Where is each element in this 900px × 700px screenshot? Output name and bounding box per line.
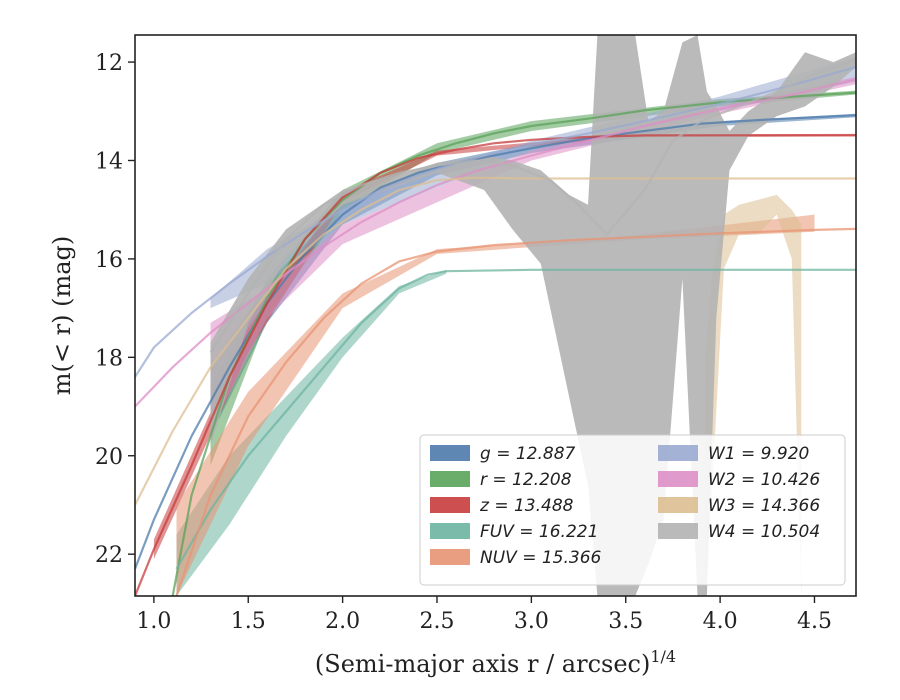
x-tick-label: 2.0 (325, 609, 360, 634)
line-nuv (175, 227, 856, 596)
legend-label: W3 = 14.366 (708, 496, 820, 516)
line-z (135, 134, 856, 596)
band-w3 (705, 194, 802, 596)
line-w4 (209, 58, 856, 353)
x-tick-label: 4.5 (797, 609, 832, 634)
legend-label: W4 = 10.504 (708, 522, 820, 542)
legend-swatch (658, 445, 698, 461)
legend-box (419, 434, 846, 586)
x-tick-label: 4.0 (703, 609, 738, 634)
legend-swatch (658, 471, 698, 487)
series-lines (135, 58, 856, 596)
legend-swatch (430, 549, 470, 565)
band-nuv (176, 214, 815, 596)
legend-label: W2 = 10.426 (708, 470, 820, 490)
x-axis-label: (Semi-major axis r / arcsec)1/4 (315, 647, 676, 678)
legend-swatch (430, 471, 470, 487)
x-tick-label: 3.5 (608, 609, 643, 634)
y-tick-label: 14 (95, 149, 123, 174)
line-w2 (135, 78, 856, 408)
y-tick-label: 12 (95, 51, 123, 76)
y-ticks: 12 14 16 18 20 22 (95, 51, 135, 568)
legend-label: FUV = 16.221 (480, 522, 598, 542)
line-w1 (135, 65, 856, 378)
legend-swatch (430, 497, 470, 513)
legend-swatch (430, 445, 470, 461)
legend-label: NUV = 15.366 (480, 548, 602, 568)
line-w3 (135, 176, 856, 506)
legend: g = 12.887 r = 12.208 z = 13.488 FUV = 16.2… (419, 434, 846, 586)
x-tick-label: 1.5 (231, 609, 266, 634)
y-tick-label: 18 (95, 346, 123, 371)
line-fuv (175, 268, 856, 570)
y-axis-label: m(< r) (mag) (48, 236, 76, 395)
x-tick-label: 3.0 (514, 609, 549, 634)
line-g (135, 114, 856, 570)
y-tick-label: 16 (95, 248, 123, 273)
legend-label: g = 12.887 (480, 444, 576, 464)
x-tick-label: 1.0 (136, 609, 171, 634)
plot-border (134, 34, 857, 597)
x-tick-label: 2.5 (419, 609, 454, 634)
legend-label: z = 13.488 (479, 496, 574, 516)
x-ticks: 1.0 1.5 2.0 2.5 3.0 3.5 4.0 4.5 (136, 596, 832, 634)
legend-label: r = 12.208 (480, 470, 572, 490)
plot-frame (134, 34, 857, 597)
y-tick-label: 22 (95, 543, 123, 568)
y-tick-label: 20 (95, 445, 123, 470)
line-r (171, 91, 856, 596)
legend-swatch (658, 497, 698, 513)
legend-label: W1 = 9.920 (708, 444, 809, 464)
legend-swatch (658, 523, 698, 539)
legend-swatch (430, 523, 470, 539)
